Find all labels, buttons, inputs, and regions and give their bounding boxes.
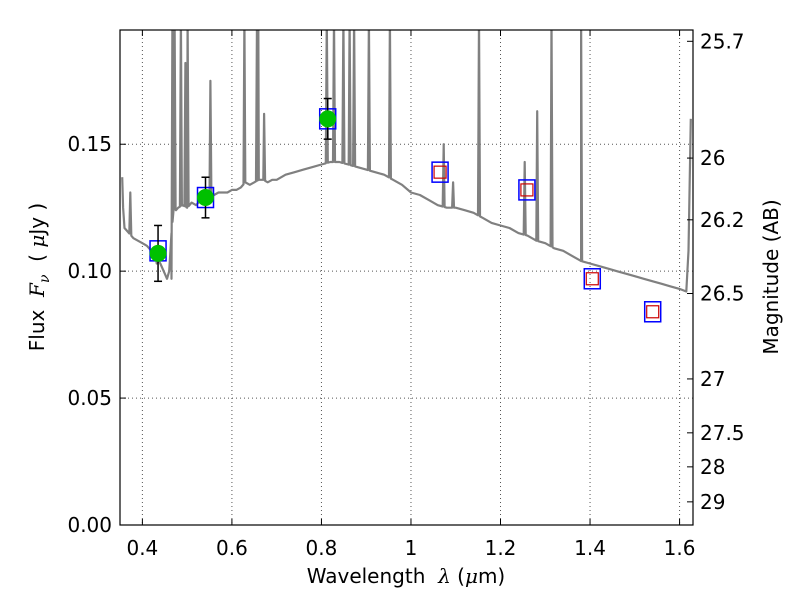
magnitude-tick-label: 26.5 — [700, 281, 745, 305]
x-tick-label: 0.8 — [306, 536, 338, 560]
photometry-points — [149, 97, 662, 323]
observed-flux-point — [149, 244, 167, 262]
x-tick-label: 0.4 — [126, 536, 158, 560]
x-tick-label: 1.6 — [664, 536, 696, 560]
y-tick-label: 0.00 — [67, 513, 112, 537]
predicted-flux-marker — [520, 183, 534, 197]
grid-lines — [120, 30, 693, 525]
predicted-flux-marker — [585, 272, 599, 286]
magnitude-tick-label: 25.7 — [700, 29, 745, 53]
magnitude-tick-label: 27.5 — [700, 421, 745, 445]
observed-flux-point — [197, 189, 215, 207]
y-tick-label: 0.10 — [67, 259, 112, 283]
magnitude-tick-label: 26 — [700, 146, 725, 170]
x-tick-label: 1.2 — [485, 536, 517, 560]
magnitude-tick-label: 28 — [700, 455, 725, 479]
y-tick-label: 0.05 — [67, 386, 112, 410]
model-flux-box — [643, 301, 662, 323]
magnitude-tick-label: 27 — [700, 367, 725, 391]
magnitude-axis-ticks: 25.7 26 26.2 26.5 27 27.5 28 29 — [687, 29, 745, 514]
plot-frame — [119, 29, 694, 526]
magnitude-tick-label: 26.2 — [700, 208, 745, 232]
x-axis-ticks: 0.4 0.6 0.8 1 1.2 1.4 1.6 — [126, 30, 695, 560]
model-spectrum-line — [121, 30, 692, 293]
x-tick-label: 0.6 — [216, 536, 248, 560]
model-flux-box — [431, 161, 449, 183]
plot-area — [121, 30, 692, 323]
magnitude-axis-label: Magnitude (AB) — [759, 199, 783, 354]
predicted-flux-marker — [646, 305, 660, 319]
observed-flux-point — [319, 110, 337, 128]
x-tick-label: 1.4 — [574, 536, 606, 560]
y-axis-ticks: 0.00 0.05 0.10 0.15 — [67, 132, 126, 537]
predicted-flux-marker — [433, 165, 447, 179]
y-tick-label: 0.15 — [67, 132, 112, 156]
x-tick-label: 1 — [405, 536, 418, 560]
x-axis-label: Wavelength λ (μm) — [307, 564, 506, 588]
model-flux-box — [518, 179, 536, 201]
y-axis-label: Flux Fν ( μJy ) — [25, 203, 53, 351]
model-flux-box — [583, 268, 602, 290]
magnitude-tick-label: 29 — [700, 490, 725, 514]
